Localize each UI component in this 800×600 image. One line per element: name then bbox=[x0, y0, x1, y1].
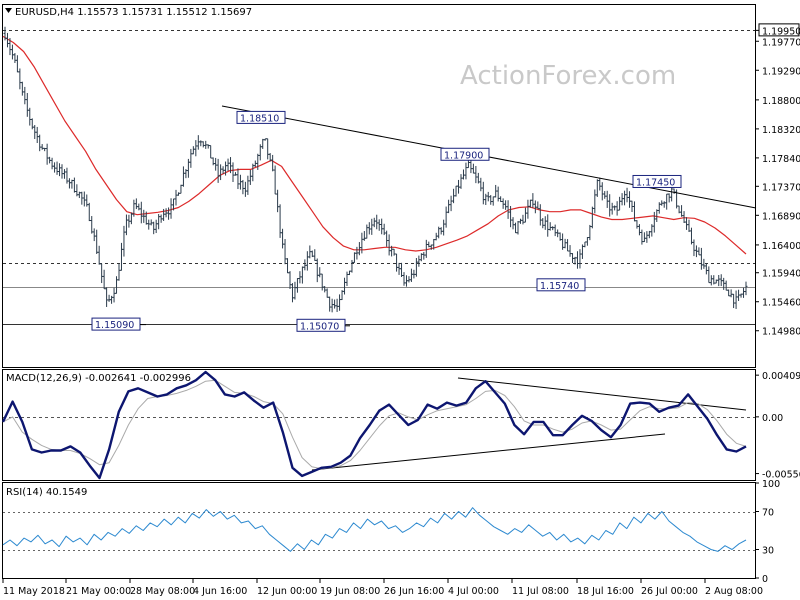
rsi-axis-tick-label: 100 bbox=[762, 479, 780, 490]
svg-text:1.17900: 1.17900 bbox=[444, 150, 483, 161]
macd-upper-trendline bbox=[457, 377, 747, 411]
macd-axis-tick-label: 0.00 bbox=[762, 413, 783, 424]
rsi-axis-tick-label: 0 bbox=[762, 574, 768, 585]
macd-signal-line bbox=[2, 379, 747, 470]
swing-label: 1.18510 bbox=[236, 110, 286, 124]
time-axis-label: 21 May 00:00 bbox=[66, 586, 131, 597]
price-axis-tick-label: 1.14980 bbox=[762, 327, 800, 338]
time-axis-label: 19 Jun 08:00 bbox=[320, 586, 380, 597]
swing-label: 1.17900 bbox=[440, 147, 490, 161]
swing-label: 1.15090 bbox=[91, 317, 141, 331]
macd-label: MACD(12,26,9) -0.002641 -0.002996 bbox=[6, 373, 191, 384]
svg-text:1.18510: 1.18510 bbox=[240, 113, 279, 124]
price-axis-tick-label: 1.18320 bbox=[762, 125, 800, 136]
time-axis-label: 28 May 08:00 bbox=[130, 586, 195, 597]
macd-panel bbox=[2, 369, 756, 481]
watermark: ActionForex.com bbox=[460, 61, 676, 91]
time-axis-label: 11 Jul 08:00 bbox=[512, 586, 569, 597]
price-axis-tick-label: 1.15940 bbox=[762, 269, 800, 280]
price-axis-tick-label: 1.16890 bbox=[762, 211, 800, 222]
rsi-axis-tick-label: 30 bbox=[762, 546, 774, 557]
time-axis-label: 2 Aug 08:00 bbox=[705, 586, 763, 597]
rsi-label: RSI(14) 40.1549 bbox=[6, 487, 87, 498]
price-axis-tick-label: 1.17840 bbox=[762, 154, 800, 165]
svg-text:1.15740: 1.15740 bbox=[540, 281, 579, 292]
time-axis-label: 12 Jun 00:00 bbox=[257, 586, 317, 597]
price-axis-tick-label: 1.19950 bbox=[762, 26, 800, 37]
ohlc-bar bbox=[744, 281, 748, 296]
moving-average-line bbox=[2, 35, 747, 255]
macd-axis-tick-label: 0.004094 bbox=[762, 371, 800, 382]
collapse-triangle-icon[interactable] bbox=[5, 8, 12, 13]
rsi-axis-tick-label: 70 bbox=[762, 508, 774, 519]
macd-lower-trendline bbox=[311, 433, 666, 471]
time-axis-label: 4 Jul 00:00 bbox=[448, 586, 499, 597]
time-axis-label: 4 Jun 16:00 bbox=[193, 586, 247, 597]
price-axis-tick-box bbox=[758, 23, 800, 37]
macd-line bbox=[1, 370, 747, 480]
macd-axis-tick-label: -0.005568 bbox=[762, 470, 800, 481]
symbol-title: EURUSD,H4 1.15573 1.15731 1.15512 1.1569… bbox=[15, 7, 252, 18]
swing-label: 1.15070 bbox=[296, 318, 346, 332]
price-axis-tick-label: 1.19290 bbox=[762, 66, 800, 77]
svg-text:1.15090: 1.15090 bbox=[95, 320, 134, 331]
time-axis-label: 11 May 2018 bbox=[3, 586, 65, 597]
price-axis-tick-label: 1.15460 bbox=[762, 298, 800, 309]
time-axis-label: 18 Jul 16:00 bbox=[577, 586, 634, 597]
price-axis-tick-label: 1.17370 bbox=[762, 182, 800, 193]
time-axis-label: 26 Jul 00:00 bbox=[641, 586, 698, 597]
rsi-line bbox=[2, 507, 747, 552]
price-axis-tick-label: 1.19770 bbox=[762, 37, 800, 48]
swing-label: 1.15740 bbox=[536, 278, 586, 292]
svg-text:1.15070: 1.15070 bbox=[300, 321, 339, 332]
price-axis-tick-label: 1.18800 bbox=[762, 96, 800, 107]
rsi-panel bbox=[2, 482, 756, 579]
price-axis-tick-label: 1.16400 bbox=[762, 241, 800, 252]
svg-text:1.17450: 1.17450 bbox=[636, 177, 675, 188]
time-axis-label: 26 Jun 16:00 bbox=[384, 586, 444, 597]
swing-label: 1.17450 bbox=[632, 174, 682, 188]
